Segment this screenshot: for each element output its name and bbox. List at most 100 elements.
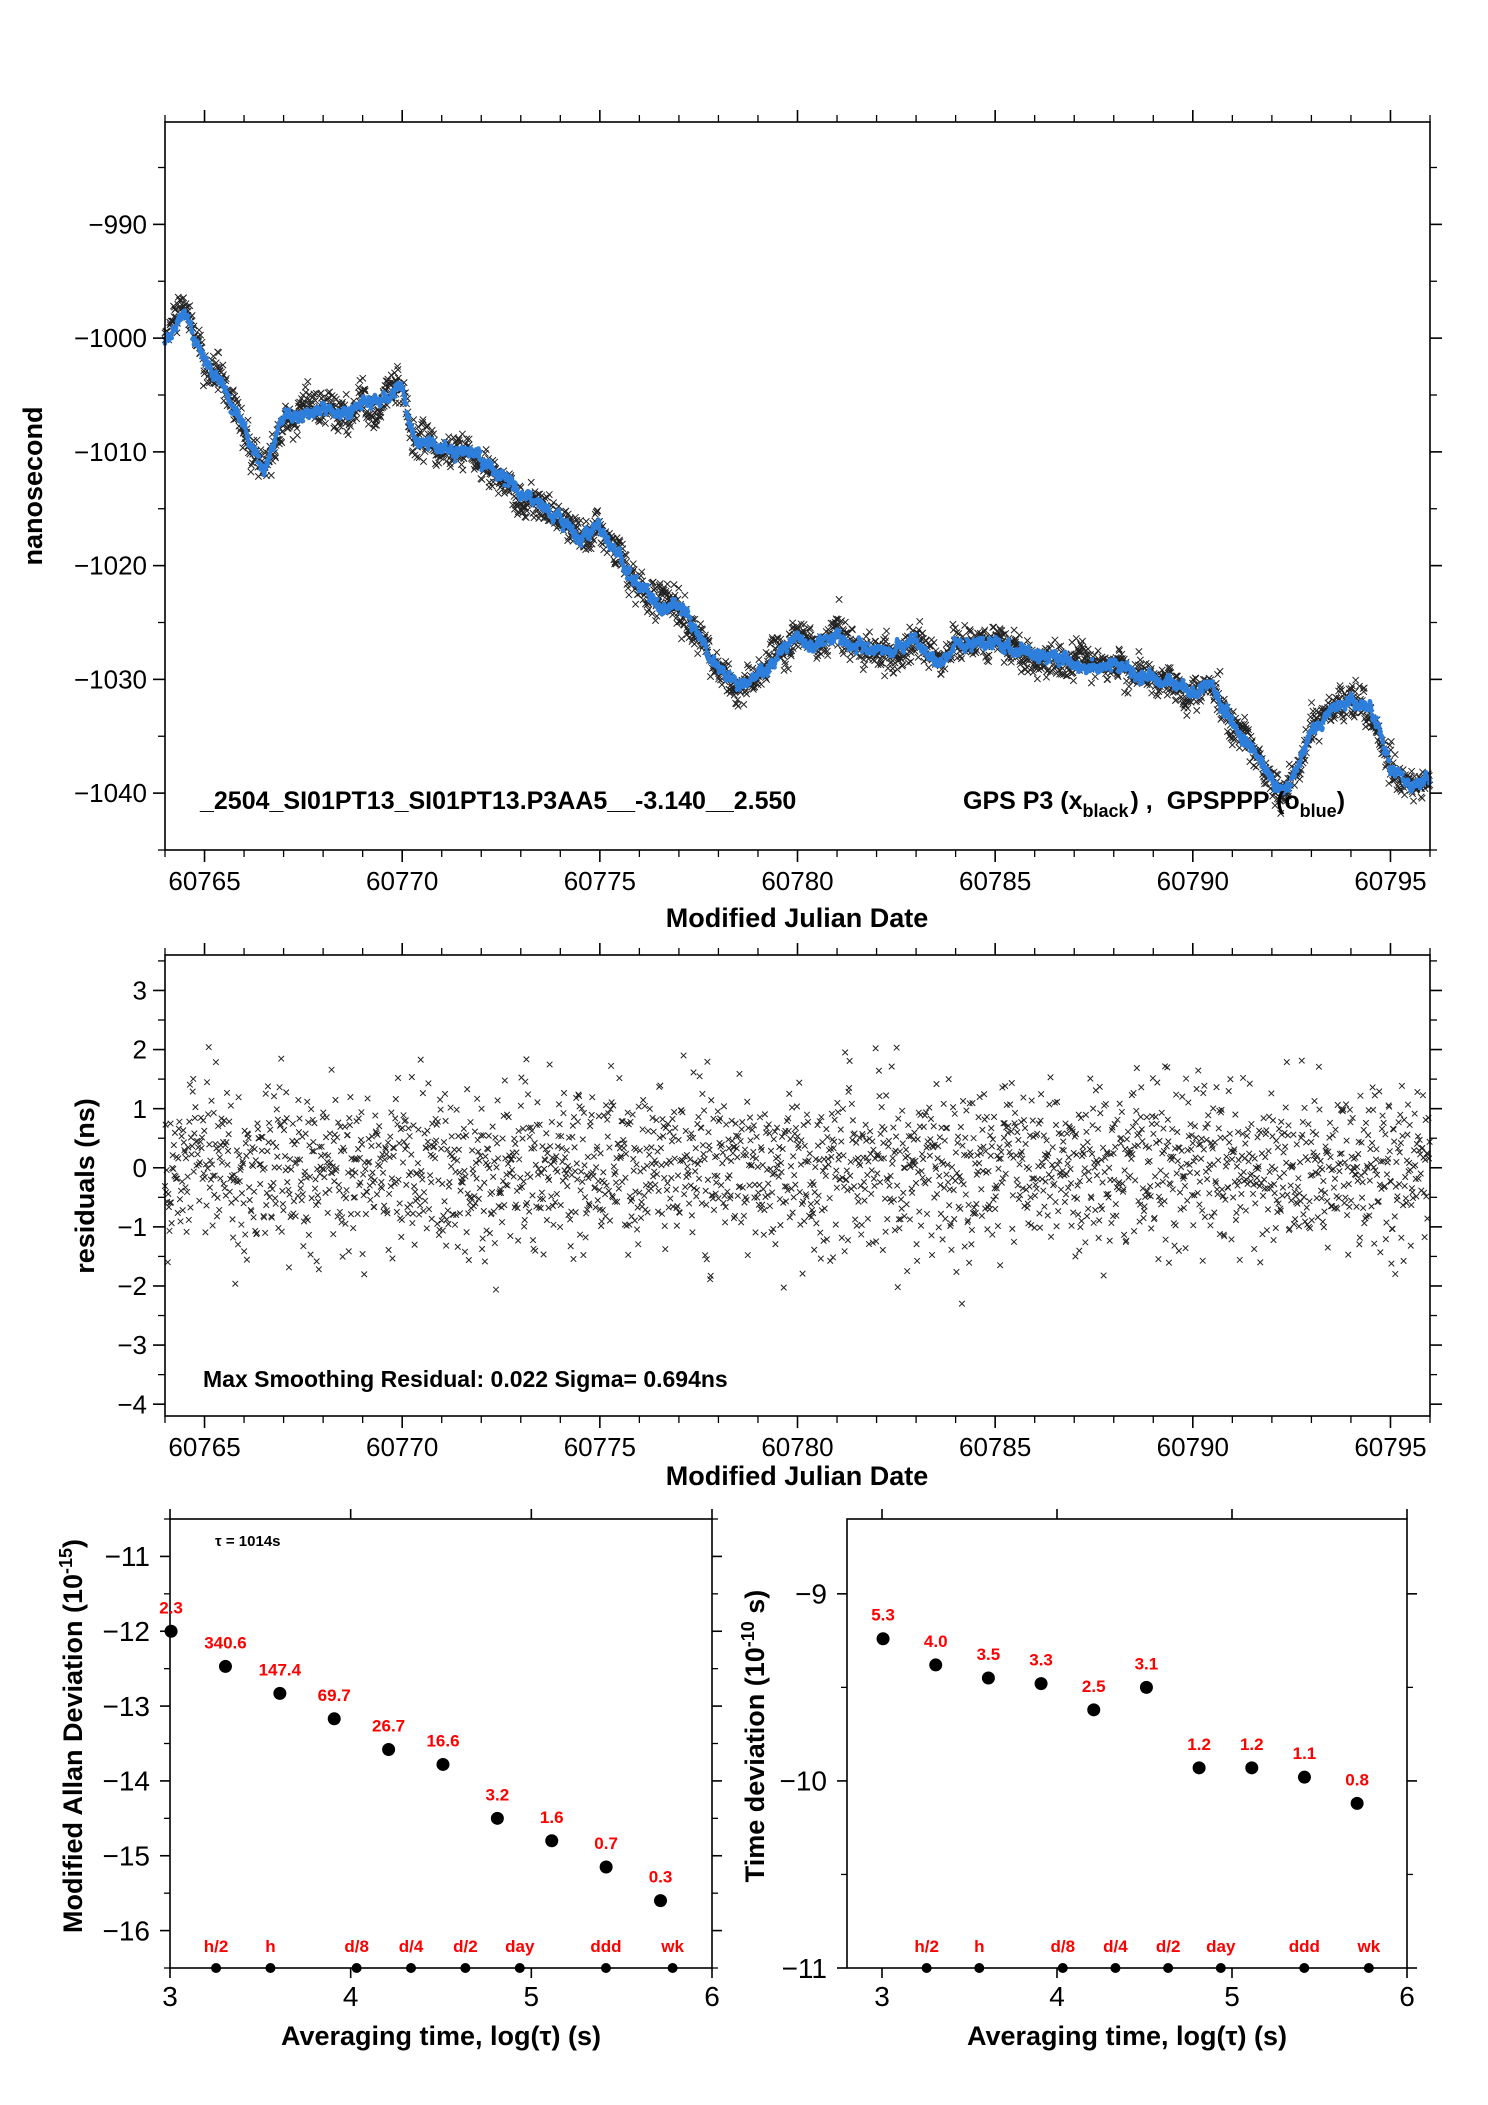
p3-point: [906, 623, 914, 631]
p3-point: [231, 392, 239, 400]
p3-point: [429, 430, 438, 438]
p3-point: [882, 637, 890, 645]
p3-point: [435, 459, 443, 467]
p3-point: [308, 398, 316, 406]
ppp-point: [185, 314, 191, 319]
p3-point: [413, 453, 421, 461]
p3-point: [1391, 751, 1399, 759]
ppp-point: [645, 582, 650, 588]
p3-point: [680, 621, 688, 629]
p3-point: [234, 398, 242, 406]
p3-point: [394, 374, 402, 382]
p3-point: [629, 560, 637, 568]
p3-point: [311, 396, 319, 405]
ppp-point: [197, 345, 203, 350]
ppp-point: [766, 669, 772, 675]
ppp-point: [923, 646, 929, 651]
p3-point: [418, 420, 426, 428]
p3-point: [179, 294, 188, 302]
p3-point: [1069, 677, 1077, 685]
ppp-point: [243, 425, 248, 431]
p3-point: [865, 628, 874, 636]
p3-point: [594, 507, 602, 515]
p3-point: [186, 302, 194, 310]
ppp-point: [865, 641, 871, 646]
p3-point: [859, 666, 867, 674]
series-plot-panel: 60765 60770 60775 60780 60785 60790 60795−990−…: [18, 110, 1442, 933]
p3-point: [1163, 691, 1171, 699]
ppp-point: [580, 538, 585, 543]
p3-point: [1184, 704, 1192, 712]
p3-point: [734, 702, 742, 710]
p3-point: [1000, 658, 1008, 666]
ppp-point: [267, 454, 273, 460]
p3-point: [523, 507, 531, 515]
ppp-point: [551, 518, 556, 523]
p3-point: [1051, 636, 1059, 644]
ppp-point: [853, 650, 859, 656]
ppp-point: [189, 330, 195, 335]
p3-point: [919, 629, 927, 637]
p3-point: [522, 513, 530, 522]
ppp-point: [627, 566, 633, 572]
p3-point: [302, 388, 310, 397]
p3-point: [713, 648, 721, 656]
p3-point: [861, 661, 869, 669]
ppp-point: [295, 419, 301, 425]
ppp-point: [452, 459, 458, 464]
ppp-point: [597, 521, 602, 526]
p3-point: [463, 435, 471, 443]
ppp-point: [711, 654, 717, 660]
ppp-point: [913, 632, 918, 637]
p3-point: [459, 466, 467, 474]
p3-point: [862, 632, 870, 640]
p3-point: [985, 651, 993, 659]
p3-point: [694, 649, 702, 658]
p3-point: [293, 424, 301, 432]
p3-point: [1087, 679, 1096, 687]
ppp-point: [685, 609, 691, 614]
p3-point: [278, 439, 286, 447]
ppp-point: [318, 411, 323, 417]
ppp-point: [425, 446, 431, 452]
p3-point: [215, 349, 223, 357]
p3-point: [1214, 670, 1222, 679]
p3-point: [247, 461, 255, 469]
p3-point: [755, 656, 763, 664]
p3-point: [482, 445, 490, 454]
p3-point: [342, 390, 350, 398]
ppp-point: [245, 434, 251, 439]
ppp-point: [914, 637, 920, 643]
p3-point: [1104, 675, 1112, 684]
ppp-point: [958, 637, 963, 643]
ppp-point: [407, 414, 412, 420]
ppp-point: [578, 543, 584, 549]
p3-point: [1315, 737, 1323, 745]
ppp-point: [1006, 637, 1011, 643]
ppp-point: [402, 396, 408, 402]
ppp-point: [223, 385, 229, 391]
p3-point: [176, 296, 184, 304]
p3-point: [1325, 693, 1333, 701]
p3-point: [419, 416, 427, 424]
p3-point: [253, 436, 261, 444]
p3-point: [670, 581, 678, 589]
p3-point: [632, 600, 640, 608]
p3-point: [199, 382, 207, 390]
p3-point: [364, 420, 373, 428]
p3-point: [576, 516, 585, 524]
p3-point: [214, 386, 222, 394]
p3-point: [961, 621, 969, 629]
p3-point: [271, 452, 279, 460]
p3-point: [457, 460, 466, 469]
p3-point: [247, 468, 255, 476]
p3-point: [212, 359, 220, 367]
p3-point: [925, 664, 933, 672]
ppp-point: [169, 335, 175, 341]
p3-point: [361, 387, 369, 395]
p3-point: [612, 560, 620, 568]
p3-point: [881, 672, 889, 680]
ppp-point: [272, 439, 278, 444]
p3-point: [1042, 673, 1050, 681]
